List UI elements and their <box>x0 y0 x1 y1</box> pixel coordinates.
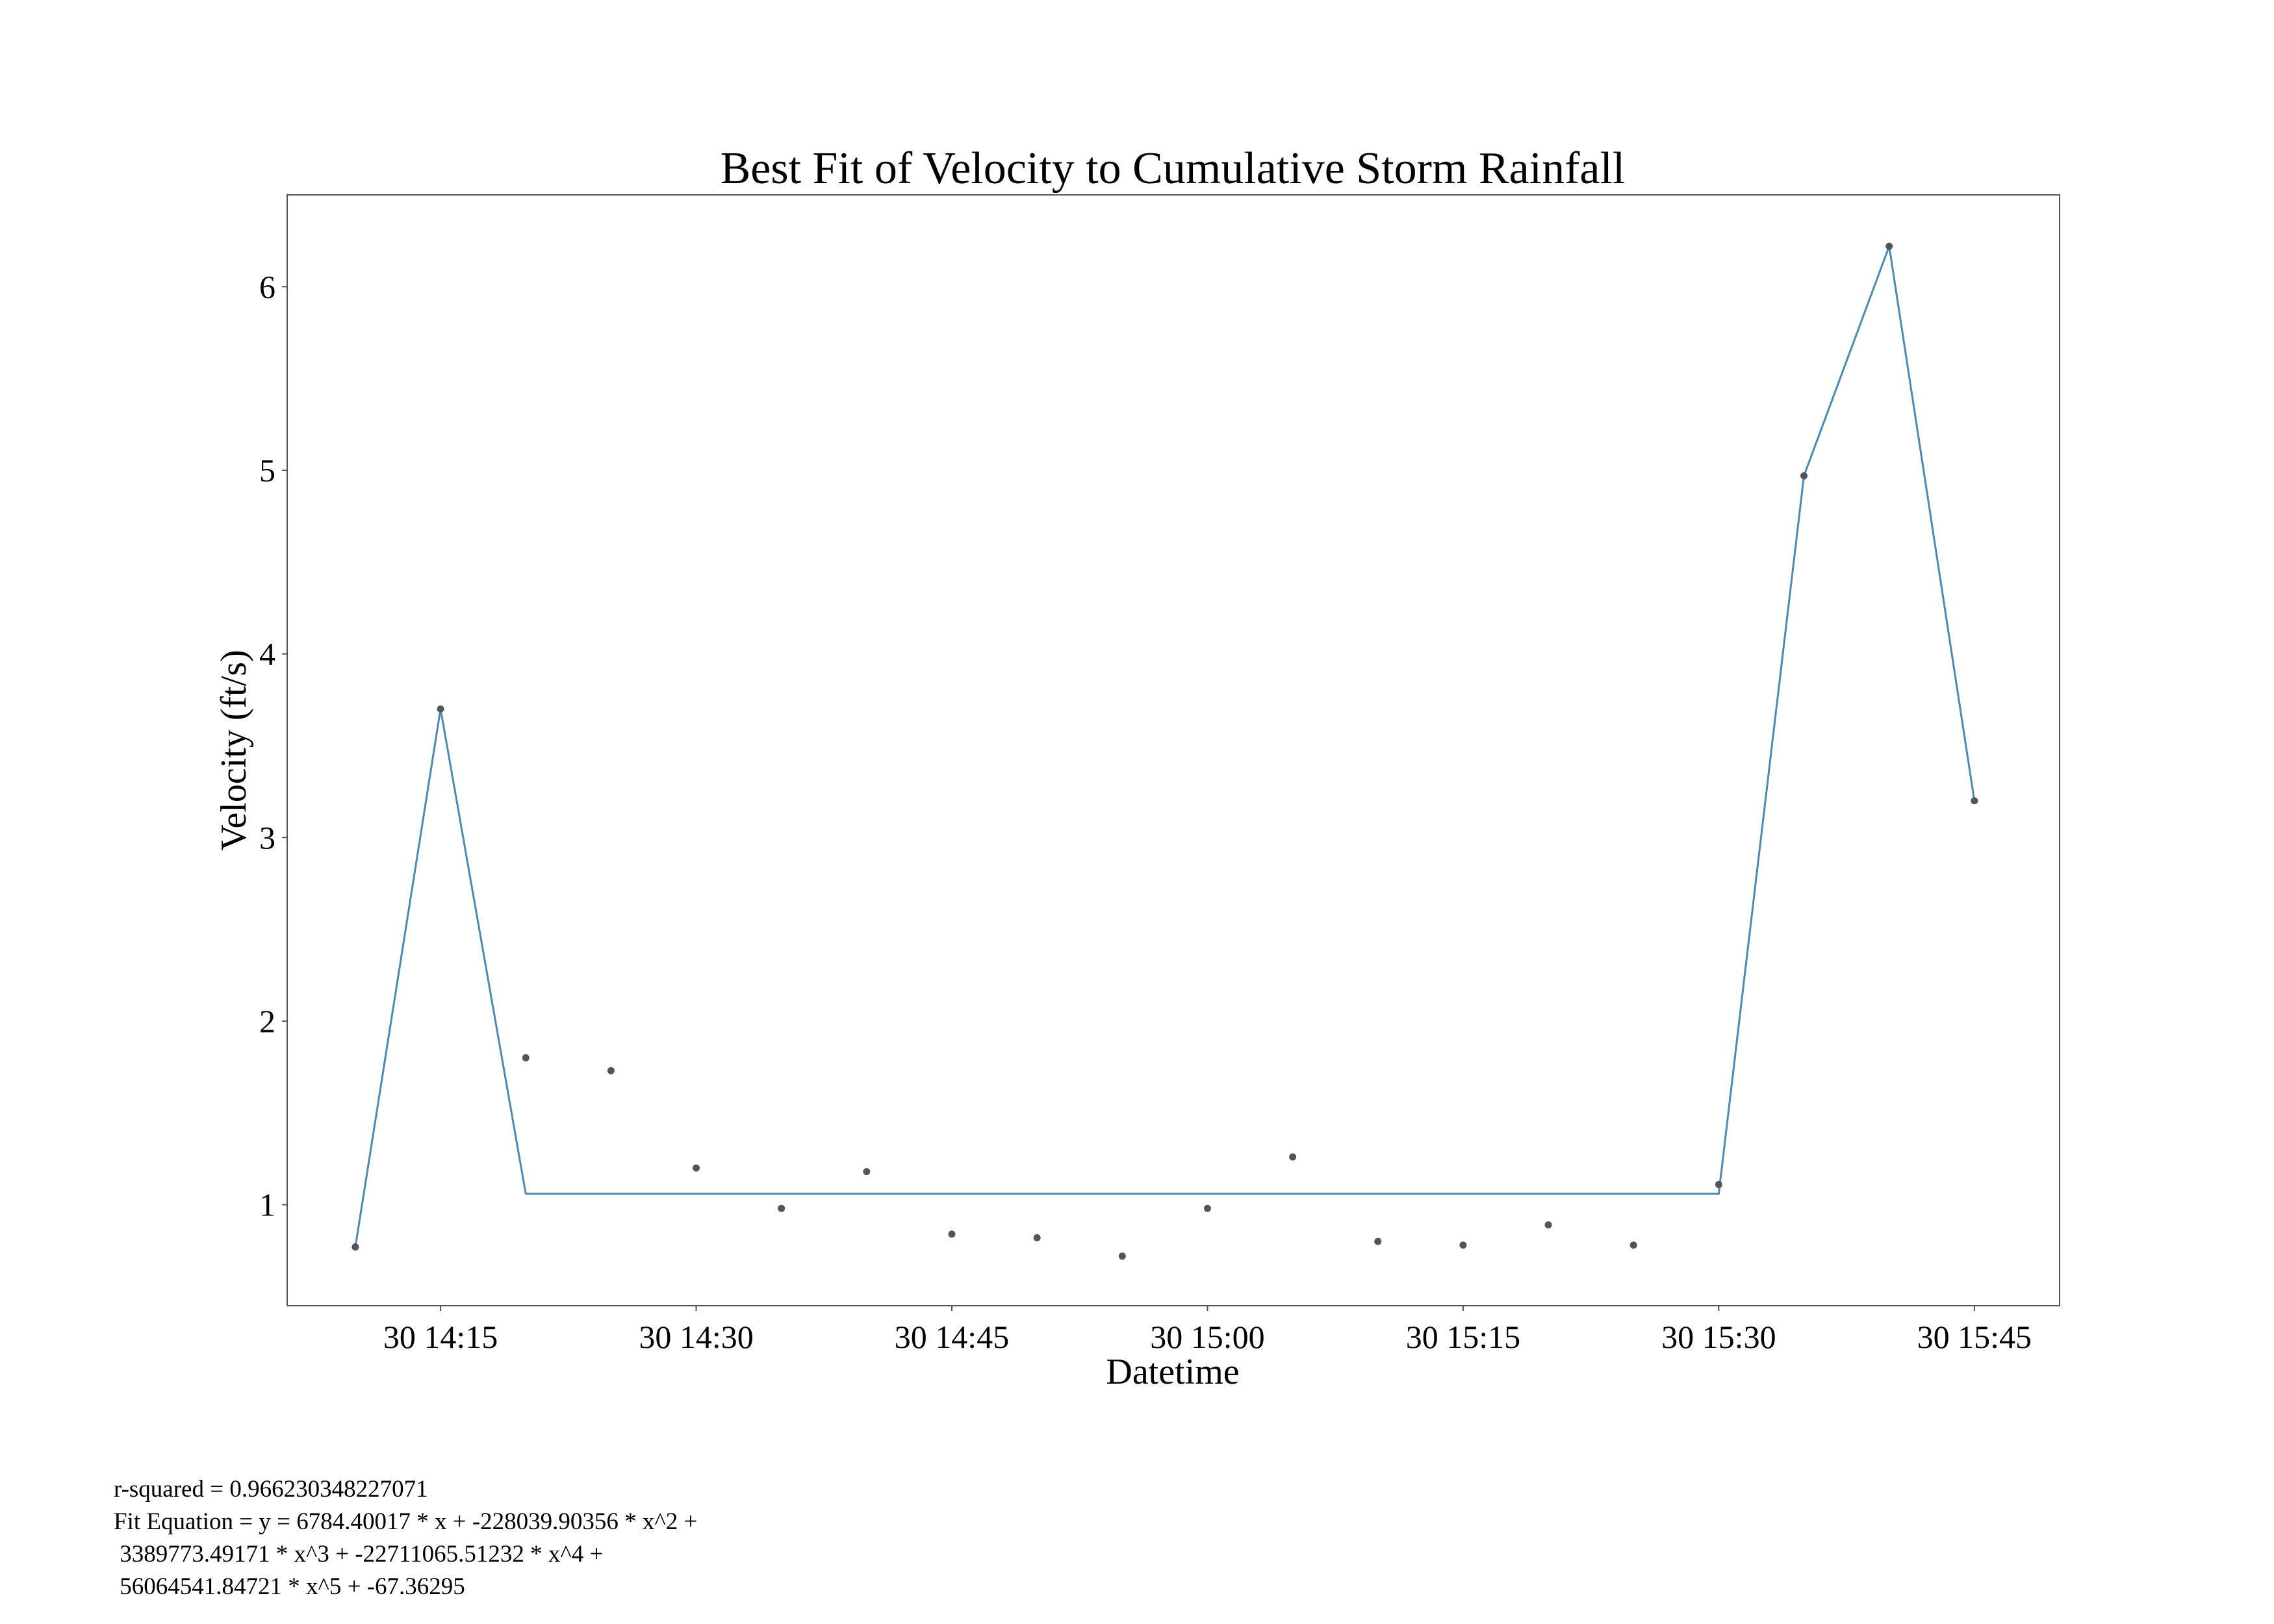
x-tick-label: 30 14:45 <box>895 1319 1009 1355</box>
data-point <box>778 1204 786 1212</box>
data-point <box>1118 1252 1126 1260</box>
data-point <box>1374 1237 1382 1245</box>
data-point <box>1885 242 1893 250</box>
y-tick-label: 5 <box>259 452 275 488</box>
x-tick-label: 30 15:45 <box>1917 1319 2032 1355</box>
data-point <box>863 1168 871 1176</box>
data-point <box>351 1243 359 1251</box>
x-tick-label: 30 15:30 <box>1661 1319 1776 1355</box>
y-tick-label: 3 <box>259 819 275 856</box>
x-tick-label: 30 14:30 <box>639 1319 753 1355</box>
data-point <box>1629 1241 1637 1249</box>
y-tick-label: 6 <box>259 268 275 305</box>
data-point <box>437 705 444 713</box>
data-point <box>948 1230 956 1238</box>
y-tick-label: 4 <box>259 636 275 672</box>
x-tick-label: 30 15:15 <box>1406 1319 1520 1355</box>
data-point <box>1033 1234 1041 1241</box>
x-axis-ticks: 30 14:15 30 14:30 30 14:45 30 15:00 30 15:15… <box>383 1306 2032 1355</box>
fit-annotation: r-squared = 0.966230348227071 Fit Equati… <box>114 1476 698 1600</box>
data-point <box>1715 1180 1722 1188</box>
fit-line <box>354 242 1976 1247</box>
x-axis-label: Datetime <box>1106 1352 1239 1392</box>
data-point <box>1971 797 1978 805</box>
data-point <box>693 1164 700 1172</box>
plot-frame <box>287 194 2060 1306</box>
x-tick-label: 30 15:00 <box>1150 1319 1264 1355</box>
data-point <box>522 1054 530 1061</box>
data-point <box>1203 1204 1211 1212</box>
data-point <box>1289 1153 1297 1161</box>
y-tick-label: 2 <box>259 1003 275 1039</box>
data-point <box>1800 472 1808 479</box>
x-tick-label: 30 14:15 <box>383 1319 498 1355</box>
y-tick-label: 1 <box>259 1187 275 1223</box>
chart-title: Best Fit of Velocity to Cumulative Storm… <box>721 144 1626 194</box>
data-point <box>1459 1241 1467 1249</box>
y-axis-ticks: 1 2 3 4 5 6 <box>259 268 287 1223</box>
y-axis-label: Velocity (ft/s) <box>214 650 254 850</box>
data-point <box>1544 1221 1552 1229</box>
data-point <box>607 1067 615 1074</box>
series-layer <box>351 242 1978 1260</box>
